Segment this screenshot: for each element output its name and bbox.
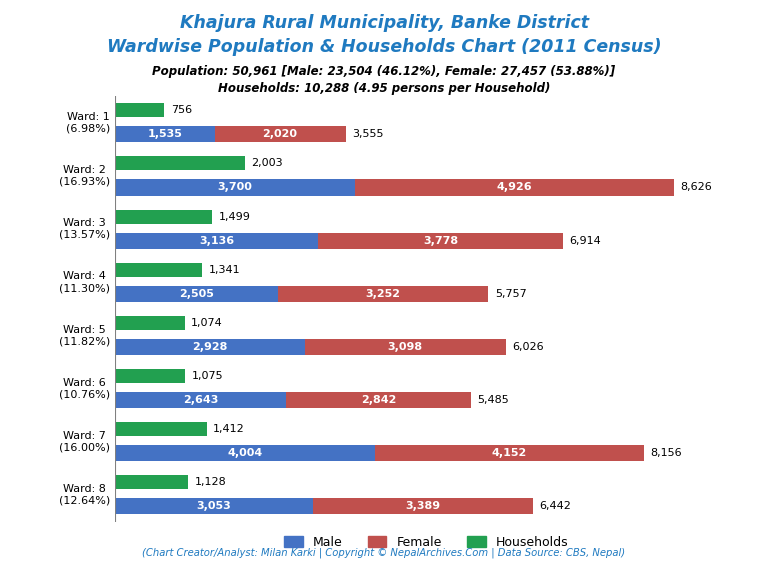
- Bar: [215, 126, 346, 142]
- Text: 5,757: 5,757: [495, 289, 527, 299]
- Text: 5,485: 5,485: [477, 395, 509, 405]
- Bar: [115, 498, 313, 514]
- Bar: [286, 392, 471, 408]
- Text: 6,442: 6,442: [539, 502, 571, 512]
- Bar: [355, 179, 674, 195]
- Bar: [115, 369, 185, 383]
- Text: 1,412: 1,412: [214, 424, 245, 434]
- Text: Population: 50,961 [Male: 23,504 (46.12%), Female: 27,457 (53.88%)]: Population: 50,961 [Male: 23,504 (46.12%…: [152, 65, 616, 78]
- Bar: [305, 339, 505, 355]
- Text: 4,926: 4,926: [497, 183, 532, 193]
- Bar: [115, 339, 305, 355]
- Text: 3,098: 3,098: [388, 342, 423, 352]
- Bar: [115, 445, 375, 461]
- Bar: [115, 422, 207, 436]
- Bar: [115, 103, 164, 117]
- Text: 2,505: 2,505: [179, 289, 214, 299]
- Bar: [115, 286, 277, 302]
- Bar: [319, 233, 563, 249]
- Text: 2,928: 2,928: [192, 342, 228, 352]
- Bar: [115, 209, 212, 224]
- Text: 1,075: 1,075: [191, 371, 223, 381]
- Bar: [115, 316, 185, 330]
- Text: 4,152: 4,152: [492, 448, 527, 458]
- Text: 1,341: 1,341: [209, 264, 240, 275]
- Bar: [115, 392, 286, 408]
- Text: 2,643: 2,643: [183, 395, 219, 405]
- Text: Khajura Rural Municipality, Banke District: Khajura Rural Municipality, Banke Distri…: [180, 14, 588, 32]
- Text: 3,389: 3,389: [406, 502, 440, 512]
- Text: 756: 756: [170, 105, 192, 115]
- Text: Households: 10,288 (4.95 persons per Household): Households: 10,288 (4.95 persons per Hou…: [218, 82, 550, 95]
- Text: 3,700: 3,700: [217, 183, 253, 193]
- Text: 2,003: 2,003: [251, 158, 283, 168]
- Text: 2,020: 2,020: [263, 129, 298, 139]
- Text: 1,499: 1,499: [219, 212, 250, 222]
- Text: 3,555: 3,555: [352, 129, 383, 139]
- Bar: [115, 179, 355, 195]
- Text: 1,128: 1,128: [195, 477, 227, 487]
- Bar: [115, 233, 319, 249]
- Bar: [115, 157, 245, 171]
- Text: Wardwise Population & Households Chart (2011 Census): Wardwise Population & Households Chart (…: [107, 38, 661, 56]
- Text: 8,156: 8,156: [650, 448, 682, 458]
- Text: 4,004: 4,004: [227, 448, 263, 458]
- Text: 3,252: 3,252: [366, 289, 400, 299]
- Text: 1,535: 1,535: [147, 129, 182, 139]
- Bar: [115, 263, 202, 277]
- Text: 2,842: 2,842: [361, 395, 396, 405]
- Bar: [375, 445, 644, 461]
- Text: 6,026: 6,026: [512, 342, 544, 352]
- Text: 8,626: 8,626: [680, 183, 713, 193]
- Text: 3,053: 3,053: [197, 502, 231, 512]
- Bar: [115, 126, 215, 142]
- Bar: [313, 498, 533, 514]
- Bar: [115, 476, 188, 490]
- Text: 3,778: 3,778: [423, 235, 458, 246]
- Bar: [277, 286, 488, 302]
- Text: 6,914: 6,914: [570, 235, 601, 246]
- Text: 1,074: 1,074: [191, 318, 223, 328]
- Legend: Male, Female, Households: Male, Female, Households: [280, 531, 573, 554]
- Text: (Chart Creator/Analyst: Milan Karki | Copyright © NepalArchives.Com | Data Sourc: (Chart Creator/Analyst: Milan Karki | Co…: [142, 548, 626, 558]
- Text: 3,136: 3,136: [199, 235, 234, 246]
